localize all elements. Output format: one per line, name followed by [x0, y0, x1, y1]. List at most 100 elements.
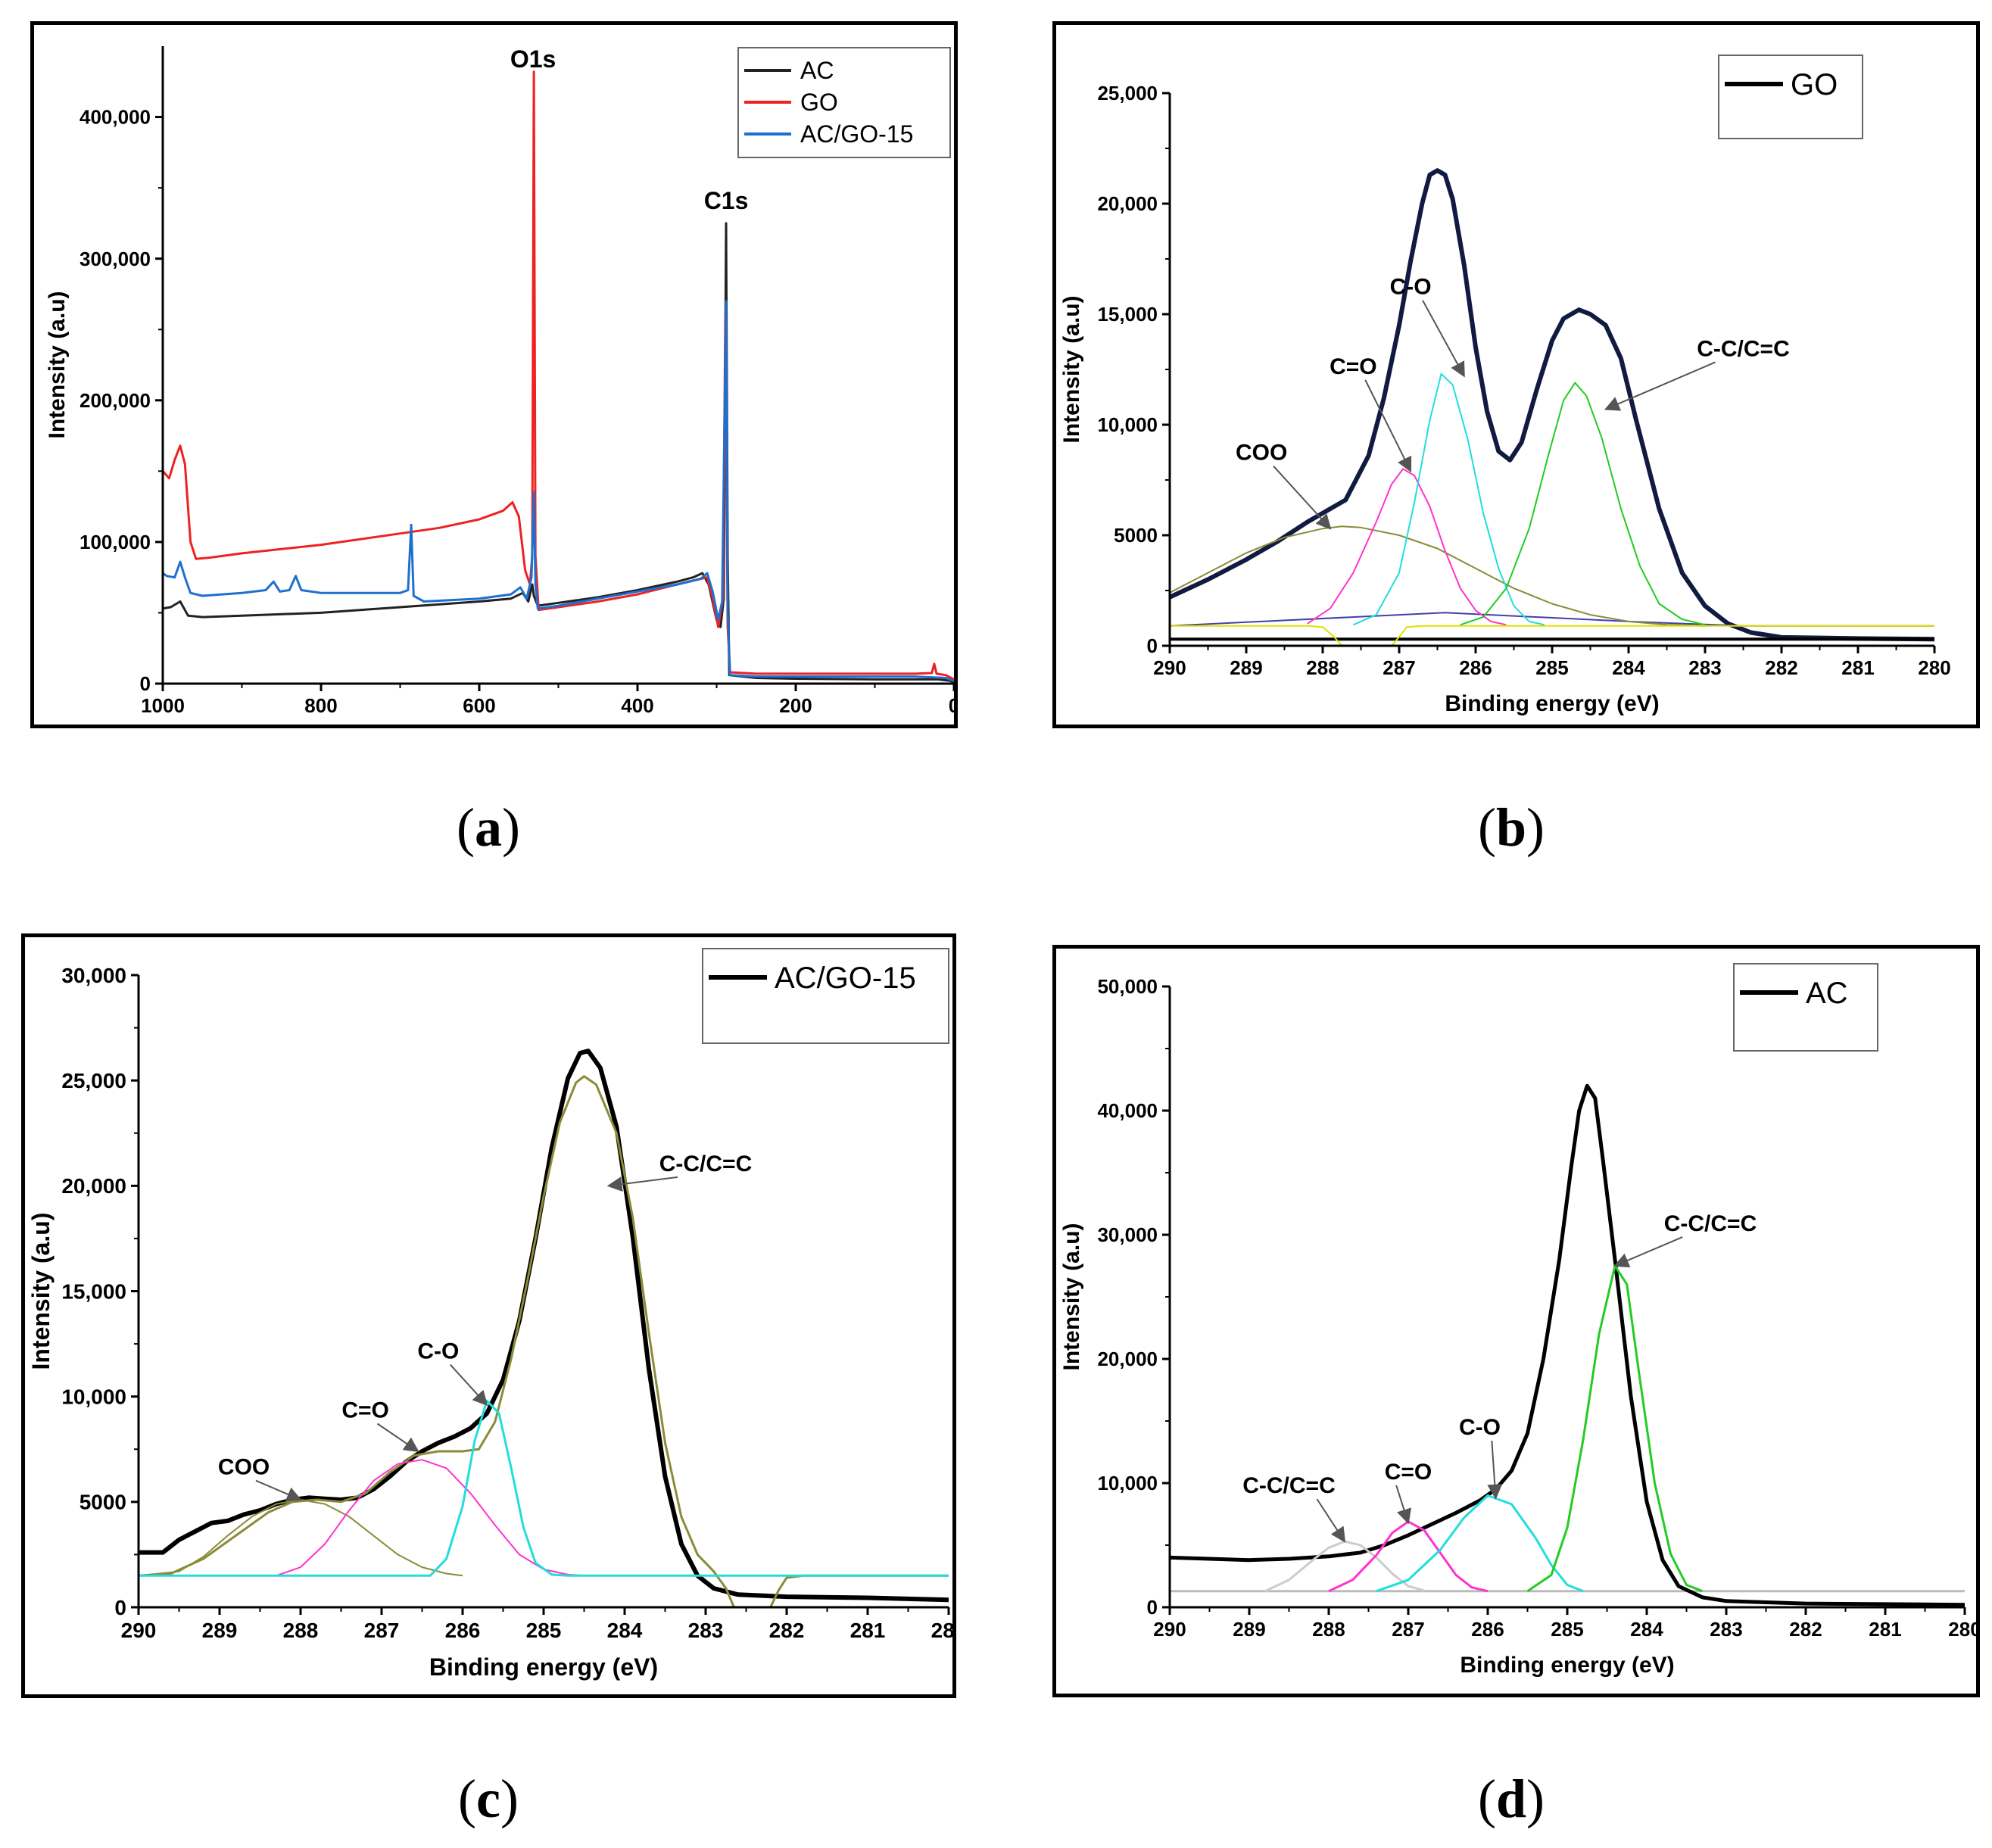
x-tick-label: 287	[364, 1619, 400, 1642]
caption-a: (a)	[375, 796, 602, 859]
caption-close: )	[502, 797, 520, 858]
x-tick-label: 284	[1630, 1618, 1663, 1641]
caption-open: (	[1477, 1769, 1496, 1829]
x-tick-label: 285	[1535, 656, 1568, 679]
x-tick-label: 290	[121, 1619, 157, 1642]
peak-label: C-C/C=C	[1697, 336, 1790, 361]
annotation-arrow	[449, 1363, 488, 1407]
x-tick-label: 200	[779, 694, 812, 717]
series-line-fit-dip-2	[769, 1574, 949, 1607]
x-tick-label: 288	[283, 1619, 319, 1642]
x-tick-label: 287	[1383, 656, 1415, 679]
series-line-yellow-baseline-2	[1391, 625, 1934, 646]
caption-open: (	[458, 1769, 477, 1829]
x-tick-label: 290	[1153, 656, 1186, 679]
peak-label: O1s	[510, 45, 556, 73]
x-tick-label: 289	[1230, 656, 1262, 679]
series-group	[1170, 1083, 1965, 1607]
series-line-c-o	[1376, 1494, 1584, 1593]
chart-panel-a: 1000 800 600 400 200 0 0 100,000 200,000 300,000 4…	[30, 21, 958, 728]
annotation-arrow	[376, 1423, 419, 1453]
y-tick-label: 30,000	[61, 964, 126, 987]
y-tick-label: 10,000	[1097, 413, 1158, 436]
chart-svg-d: 290 289 288 287 286 285 284 283 282 281 280 0 10,000…	[1059, 963, 1976, 1678]
y-tick-label: 20,000	[1097, 192, 1158, 215]
y-tick-label: 50,000	[1097, 975, 1158, 998]
caption-letter: a	[475, 797, 502, 858]
peak-label: C=O	[1330, 354, 1377, 379]
caption-close: )	[1526, 797, 1545, 858]
x-tick-label: 288	[1312, 1618, 1345, 1641]
caption-b: (b)	[1398, 796, 1625, 859]
y-tick-label: 0	[1147, 1596, 1158, 1619]
annotation-arrow	[1604, 361, 1716, 411]
y-tick-label: 40,000	[1097, 1099, 1158, 1122]
legend-label: AC	[1806, 977, 1848, 1010]
x-axis-label: Binding energy (eV)	[1460, 1653, 1674, 1678]
y-tick-label: 0	[140, 672, 151, 695]
x-tick-label: 286	[1471, 1618, 1504, 1641]
y-tick-label: 25,000	[61, 1069, 126, 1092]
y-tick-label: 5000	[1114, 524, 1158, 547]
x-tick-label: 289	[202, 1619, 238, 1642]
series-group	[163, 70, 954, 684]
series-line-ac	[163, 222, 954, 684]
annotation-arrow	[1316, 1498, 1346, 1543]
peak-label: C=O	[341, 1398, 389, 1423]
x-tick-label: 289	[1233, 1618, 1265, 1641]
annotation-arrow	[1395, 1485, 1412, 1525]
y-tick-label: 300,000	[79, 248, 151, 270]
annotation-arrow	[606, 1176, 678, 1192]
x-tick-label: 800	[304, 694, 337, 717]
x-tick-label: 400	[621, 694, 653, 717]
x-tick-label: 284	[607, 1619, 643, 1642]
peak-label: C-C/C=C	[659, 1151, 753, 1176]
peak-label: C=O	[1385, 1460, 1432, 1485]
y-tick-label: 5000	[79, 1491, 126, 1514]
legend-label: GO	[800, 89, 838, 116]
x-axis-label: Binding energy (eV)	[429, 1653, 658, 1681]
series-line-coo	[1170, 525, 1706, 627]
caption-d: (d)	[1398, 1768, 1625, 1831]
annotation-arrow	[1422, 300, 1465, 378]
x-tick-label: 290	[1153, 1618, 1186, 1641]
series-line-go	[163, 70, 954, 681]
series-line-envelope	[139, 1049, 949, 1603]
y-tick-label: 0	[1147, 634, 1158, 657]
y-axis-label: Intensity (a.u)	[1059, 295, 1084, 443]
x-tick-label: 281	[1869, 1618, 1901, 1641]
chart-panel-c: 290 289 288 287 286 285 284 283 282 281 280 0 5000 10…	[21, 933, 956, 1698]
annotation-arrow	[255, 1479, 302, 1502]
caption-letter: d	[1495, 1769, 1527, 1829]
y-axis-label: Intensity (a.u)	[1059, 1223, 1084, 1370]
x-tick-label: 285	[1551, 1618, 1583, 1641]
chart-svg-a: 1000 800 600 400 200 0 0 100,000 200,000 300,000 4…	[45, 45, 954, 717]
series-line-c-o	[276, 1459, 585, 1577]
x-tick-label: 600	[463, 694, 495, 717]
x-tick-label: 283	[1710, 1618, 1742, 1641]
y-tick-label: 0	[114, 1596, 126, 1619]
series-line-c-o	[1328, 1520, 1489, 1593]
x-tick-label: 285	[526, 1619, 562, 1642]
series-line-c-o	[1307, 468, 1507, 626]
chart-panel-d: 290 289 288 287 286 285 284 283 282 281 280 0 10,000…	[1052, 945, 1980, 1697]
y-tick-label: 20,000	[61, 1174, 126, 1198]
peak-label: COO	[218, 1455, 270, 1480]
x-tick-label: 286	[445, 1619, 481, 1642]
y-tick-label: 10,000	[61, 1385, 126, 1408]
caption-letter: c	[476, 1769, 500, 1829]
legend-box	[702, 948, 949, 1044]
x-tick-label: 0	[949, 694, 954, 717]
annotation-arrow	[1487, 1440, 1503, 1500]
y-axis-label: Intensity (a.u)	[45, 291, 70, 438]
x-tick-label: 288	[1306, 656, 1339, 679]
chart-svg-c: 290 289 288 287 286 285 284 283 282 281 280 0 5000 10…	[27, 948, 952, 1681]
peak-label: C1s	[704, 187, 749, 214]
y-tick-label: 20,000	[1097, 1348, 1158, 1370]
y-tick-label: 400,000	[79, 106, 151, 129]
x-tick-label: 280	[1918, 656, 1950, 679]
caption-open: (	[1477, 797, 1496, 858]
series-line-envelope	[1170, 168, 1934, 642]
legend-label: AC/GO-15	[800, 120, 913, 148]
x-tick-label: 281	[1841, 656, 1874, 679]
